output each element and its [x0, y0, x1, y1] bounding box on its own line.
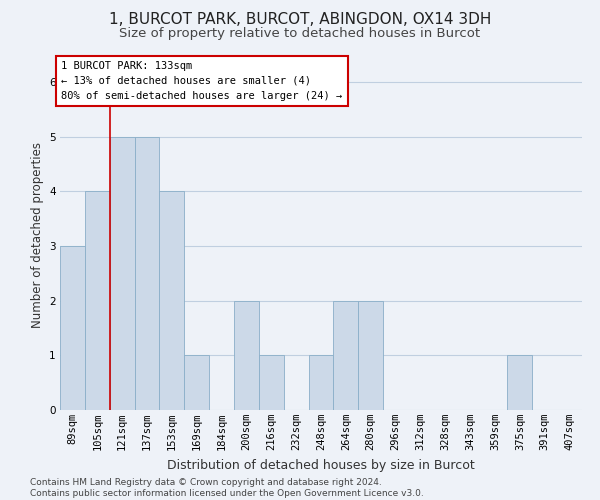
Bar	[334, 300, 358, 410]
Bar	[110, 136, 134, 410]
Text: Size of property relative to detached houses in Burcot: Size of property relative to detached ho…	[119, 28, 481, 40]
Bar	[184, 356, 209, 410]
Bar	[60, 246, 85, 410]
Bar	[85, 191, 110, 410]
Bar	[308, 356, 334, 410]
Text: 1, BURCOT PARK, BURCOT, ABINGDON, OX14 3DH: 1, BURCOT PARK, BURCOT, ABINGDON, OX14 3…	[109, 12, 491, 28]
Bar	[259, 356, 284, 410]
X-axis label: Distribution of detached houses by size in Burcot: Distribution of detached houses by size …	[167, 458, 475, 471]
Y-axis label: Number of detached properties: Number of detached properties	[31, 142, 44, 328]
Text: Contains HM Land Registry data © Crown copyright and database right 2024.
Contai: Contains HM Land Registry data © Crown c…	[30, 478, 424, 498]
Bar	[134, 136, 160, 410]
Bar	[508, 356, 532, 410]
Bar	[160, 191, 184, 410]
Bar	[234, 300, 259, 410]
Text: 1 BURCOT PARK: 133sqm
← 13% of detached houses are smaller (4)
80% of semi-detac: 1 BURCOT PARK: 133sqm ← 13% of detached …	[61, 61, 343, 100]
Bar	[358, 300, 383, 410]
